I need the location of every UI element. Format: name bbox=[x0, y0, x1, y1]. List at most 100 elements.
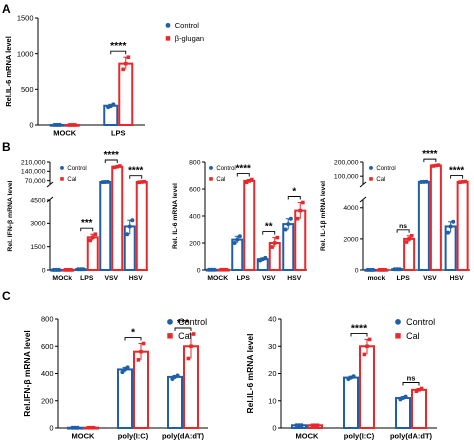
significance-label: **** bbox=[236, 164, 251, 175]
significance-bracket bbox=[450, 175, 464, 179]
data-point bbox=[67, 123, 72, 127]
data-point bbox=[189, 344, 193, 349]
data-point bbox=[272, 241, 277, 245]
data-point bbox=[136, 358, 141, 362]
y-tick-label: 600 bbox=[189, 186, 201, 193]
significance-bracket bbox=[262, 231, 276, 235]
data-point bbox=[142, 179, 147, 184]
legend-label: Cal bbox=[216, 177, 225, 183]
significance-label: * bbox=[292, 187, 296, 198]
legend-label: Control bbox=[406, 317, 435, 327]
y-tick-label: 30 bbox=[268, 342, 276, 351]
significance-label: **** bbox=[422, 149, 437, 160]
significance-bracket bbox=[110, 50, 127, 55]
y-tick-label: 500 bbox=[21, 85, 34, 94]
bar-control bbox=[99, 181, 112, 271]
data-point bbox=[224, 267, 229, 272]
legend-label: Cal bbox=[67, 177, 76, 183]
legend-marker bbox=[167, 333, 173, 339]
data-point bbox=[409, 233, 414, 238]
data-point bbox=[295, 216, 300, 221]
data-point bbox=[460, 180, 465, 184]
y-tick-label: 0 bbox=[49, 424, 53, 433]
bar-cal bbox=[411, 388, 427, 430]
data-point bbox=[88, 238, 92, 243]
x-tick-label: LPS bbox=[80, 275, 94, 282]
significance-bracket bbox=[80, 227, 94, 232]
x-tick-label: poly(I:C) bbox=[344, 432, 375, 441]
data-point bbox=[127, 224, 132, 229]
data-point bbox=[221, 267, 226, 272]
data-point bbox=[191, 332, 196, 336]
data-point bbox=[377, 268, 382, 272]
significance-label: **** bbox=[128, 166, 143, 177]
data-point bbox=[351, 374, 356, 379]
x-tick-label: poly(dA:dT) bbox=[162, 432, 205, 441]
data-point bbox=[275, 235, 280, 240]
chart-panel-c1: 0 200 400 600 800 Rel.IFN-β mRNA level MOCK pol… bbox=[22, 315, 208, 441]
legend-label: Control bbox=[178, 317, 207, 327]
y-tick-label: 400 bbox=[189, 213, 201, 220]
data-point bbox=[126, 55, 131, 60]
legend-marker bbox=[369, 177, 373, 181]
data-point bbox=[121, 67, 125, 72]
bar-control bbox=[167, 375, 183, 429]
y-tick-label: 400 bbox=[41, 369, 54, 378]
legend-label: Control bbox=[175, 21, 200, 30]
bar-control bbox=[417, 180, 430, 272]
y-tick-label: 20 bbox=[268, 369, 276, 378]
y-tick-label: 200 bbox=[189, 240, 201, 247]
data-point bbox=[419, 386, 424, 391]
bar-glugan bbox=[118, 62, 134, 126]
x-tick-label: mock bbox=[367, 275, 385, 282]
significance-label: ns bbox=[407, 373, 416, 382]
significance-label: **** bbox=[104, 150, 119, 161]
data-point bbox=[362, 352, 367, 357]
legend-label: Cal bbox=[376, 177, 385, 183]
y-tick-label: 140,000 bbox=[21, 169, 46, 176]
significance-bracket bbox=[287, 196, 301, 200]
legend-label: Control bbox=[67, 166, 86, 172]
y-axis-label: Rel. IL-6 mRNA level bbox=[172, 183, 179, 249]
data-point bbox=[139, 349, 143, 354]
significance-label: * bbox=[131, 327, 136, 339]
data-point bbox=[451, 219, 456, 224]
significance-bracket bbox=[124, 337, 142, 341]
data-point bbox=[380, 268, 385, 272]
bar-control bbox=[117, 368, 133, 430]
significance-bracket bbox=[402, 382, 420, 386]
y-axis-label: Rel.IFN-β mRNA level bbox=[22, 330, 32, 417]
x-tick-label: MOCK bbox=[207, 275, 228, 282]
legend-label: Cal bbox=[178, 331, 192, 341]
data-point bbox=[66, 268, 71, 272]
bar-cal bbox=[135, 181, 148, 271]
significance-label: *** bbox=[177, 317, 190, 329]
data-point bbox=[91, 425, 96, 430]
data-point bbox=[315, 423, 320, 428]
panel-letter-c: C bbox=[2, 289, 11, 303]
y-tick-label: 0 bbox=[355, 267, 359, 274]
significance-bracket bbox=[350, 332, 368, 337]
data-point bbox=[365, 344, 369, 349]
data-point bbox=[448, 224, 453, 229]
bar-cal bbox=[111, 165, 124, 272]
y-tick-label: 40 bbox=[268, 315, 276, 324]
data-point bbox=[404, 240, 409, 244]
y-tick-label: 3000 bbox=[30, 221, 45, 228]
data-point bbox=[367, 337, 372, 342]
x-tick-label: LPS bbox=[111, 129, 126, 138]
y-tick-label: 0 bbox=[29, 121, 33, 130]
data-point bbox=[212, 267, 217, 272]
y-tick-label: 800 bbox=[41, 315, 54, 324]
data-point bbox=[417, 388, 421, 392]
y-tick-label: 800 bbox=[189, 159, 201, 166]
data-point bbox=[247, 179, 252, 183]
data-point bbox=[431, 164, 436, 168]
legend-marker bbox=[60, 165, 64, 170]
data-point bbox=[286, 222, 291, 227]
data-point bbox=[463, 179, 468, 184]
data-point bbox=[112, 165, 117, 170]
data-point bbox=[383, 268, 387, 272]
chart-panel-b1: 0 1500 3000 4500 70,000 140,000 210,000 Rel. IF… bbox=[7, 150, 148, 282]
